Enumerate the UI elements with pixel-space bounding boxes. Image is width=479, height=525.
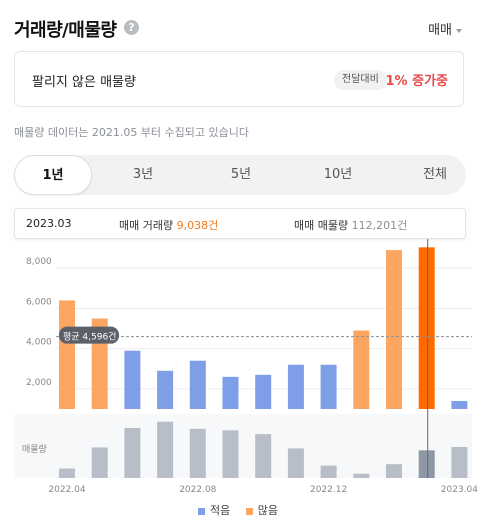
volume-bar-2023.03 [418, 247, 435, 409]
x-tick-label: 2023.04 [441, 485, 478, 495]
trade-type-dropdown[interactable]: 매매 [428, 19, 462, 38]
legend-swatch-high [245, 507, 253, 515]
stock-panel [14, 414, 472, 478]
tab-10y[interactable]: 10년 [323, 167, 353, 182]
volume-bar-2022.11 [287, 364, 304, 409]
average-badge [59, 326, 119, 344]
stock-bar-2022.09 [222, 430, 239, 478]
volume-label: 매매 거래량 [119, 219, 174, 232]
stock-bar-2022.11 [287, 448, 304, 478]
stock-label: 매매 매물량 [294, 219, 349, 232]
average-label: 평균 4,596건 [63, 332, 116, 343]
volume-bar-2022.07 [157, 370, 174, 409]
stock-bar-2022.06 [124, 427, 141, 478]
help-icon[interactable]: ? [124, 20, 139, 35]
stock-bar-2022.12 [320, 465, 337, 478]
stock-value: 112,201건 [351, 219, 408, 232]
volume-bar-2023.01 [353, 330, 370, 409]
legend-swatch-low [198, 507, 205, 515]
x-tick-label: 2022.08 [179, 485, 216, 495]
stock-bar-2023.04 [451, 447, 468, 478]
stock-bar-2022.04 [59, 468, 75, 478]
stock-axis-label: 매물량 [22, 443, 47, 455]
section-header: 거래량/매물량 ? 매매 [14, 14, 466, 44]
tab-1y[interactable]: 1년 [14, 155, 92, 195]
trend-text: 1% 증가중 [385, 74, 448, 89]
trade-type-label: 매매 [428, 23, 452, 38]
tab-5y[interactable]: 5년 [230, 167, 252, 182]
tab-3y[interactable]: 3년 [132, 167, 154, 182]
volume-bar-2022.08 [189, 360, 206, 409]
volume-bar-2023.02 [386, 250, 402, 409]
legend-label-high: 많음 [257, 504, 278, 517]
stock-bar-2022.08 [189, 428, 206, 478]
volume-bar-2023.04 [451, 400, 468, 409]
volume-value: 9,038건 [176, 219, 219, 232]
legend-item-low: 적음 [198, 502, 230, 518]
chevron-down-icon [456, 28, 462, 33]
x-tick-label: 2022.12 [310, 485, 347, 495]
volume-bar-2022.10 [255, 374, 272, 409]
data-note: 매물량 데이터는 2021.05 부터 수집되고 있습니다 [14, 126, 250, 139]
x-tick-label: 2022.04 [48, 485, 85, 495]
period-tabs: 1년 3년 5년 10년 전체 [14, 155, 466, 195]
summary-label: 팔리지 않은 매물량 [32, 75, 136, 90]
legend-label-low: 적음 [210, 504, 231, 517]
stock-bar-2023.03 [418, 450, 435, 478]
volume-bar-2022.06 [124, 350, 141, 409]
volume-info: 매매 거래량 9,038건 [119, 217, 218, 233]
stock-bar-2023.01 [353, 473, 370, 478]
tab-all[interactable]: 전체 [423, 167, 447, 182]
selected-month-info: 2023.03 매매 거래량 9,038건 매매 매물량 112,201건 [14, 208, 466, 239]
volume-bar-2022.04 [59, 300, 75, 409]
stock-bar-2022.07 [157, 421, 174, 478]
selected-date: 2023.03 [26, 217, 72, 230]
stock-bar-2022.10 [255, 434, 272, 478]
stock-info: 매매 매물량 112,201건 [294, 217, 407, 233]
summary-card: 팔리지 않은 매물량 전달대비 1% 증가중 [14, 51, 464, 107]
page-title: 거래량/매물량 [14, 20, 117, 41]
y-tick-label: 6,000 [26, 297, 52, 307]
y-tick-label: 4,000 [26, 338, 52, 348]
legend-item-high: 많음 [245, 502, 278, 518]
compare-badge: 전달대비 [334, 70, 387, 90]
y-tick-label: 8,000 [26, 257, 52, 267]
stock-bar-2023.02 [386, 464, 402, 478]
y-tick-label: 2,000 [26, 378, 52, 388]
volume-bar-2022.09 [222, 376, 239, 409]
chart-legend: 적음 많음 [198, 502, 290, 518]
volume-bar-2022.12 [320, 364, 337, 409]
stock-bar-2022.05 [91, 447, 108, 478]
